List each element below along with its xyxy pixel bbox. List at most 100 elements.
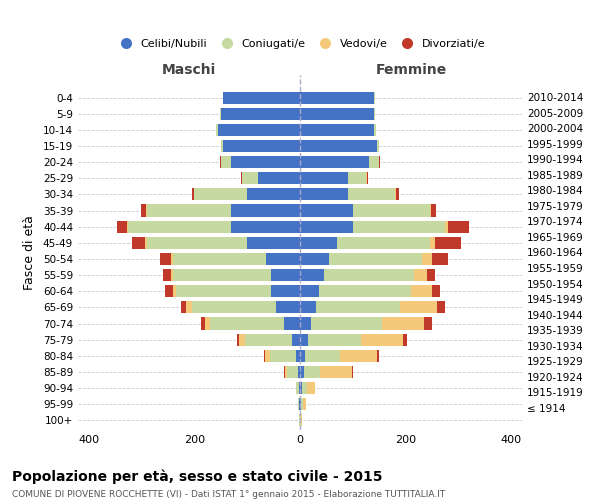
Bar (300, 350, 305, 362)
Bar (263, 350, 265, 362)
Text: Femmine: Femmine (376, 62, 446, 76)
Bar (265, 350, 270, 362)
Bar (181, 302, 187, 314)
Bar (340, 350, 377, 362)
Bar (300, 269, 324, 281)
Bar (300, 124, 374, 136)
Bar (170, 253, 173, 265)
Bar (245, 334, 292, 345)
Bar (347, 172, 366, 184)
Bar (266, 253, 300, 265)
Bar (377, 350, 379, 362)
Bar (437, 302, 445, 314)
Bar (165, 285, 173, 298)
Text: Maschi: Maschi (162, 62, 216, 76)
Bar (300, 188, 347, 200)
Bar (301, 398, 303, 410)
Bar (302, 382, 307, 394)
Bar (396, 188, 399, 200)
Bar (223, 92, 300, 104)
Bar (430, 204, 431, 216)
Bar (308, 334, 361, 345)
Bar (296, 382, 299, 394)
Bar (400, 302, 437, 314)
Bar (187, 302, 191, 314)
Bar (271, 269, 300, 281)
Bar (374, 124, 376, 136)
Bar (300, 398, 301, 410)
Y-axis label: Fasce di età: Fasce di età (23, 215, 36, 290)
Text: Popolazione per età, sesso e stato civile - 2015: Popolazione per età, sesso e stato civil… (12, 470, 383, 484)
Bar (445, 220, 448, 232)
Bar (217, 124, 218, 136)
Bar (231, 156, 300, 168)
Bar (353, 204, 430, 216)
Bar (448, 220, 469, 232)
Bar (300, 253, 329, 265)
Bar (242, 172, 258, 184)
Bar (395, 188, 396, 200)
Bar (231, 204, 300, 216)
Bar (403, 334, 407, 345)
Bar (319, 285, 411, 298)
Bar (147, 237, 247, 249)
Bar (200, 318, 205, 330)
Bar (431, 204, 436, 216)
Bar (191, 188, 194, 200)
Bar (300, 204, 353, 216)
Bar (296, 350, 300, 362)
Bar (320, 366, 352, 378)
Legend: Celibi/Nubili, Coniugati/e, Vedovi/e, Divorziati/e: Celibi/Nubili, Coniugati/e, Vedovi/e, Di… (110, 34, 490, 54)
Bar (413, 269, 427, 281)
Bar (210, 318, 284, 330)
Bar (361, 334, 403, 345)
Bar (271, 285, 300, 298)
Bar (411, 285, 432, 298)
Bar (300, 140, 377, 152)
Bar (128, 220, 231, 232)
Bar (221, 140, 223, 152)
Bar (374, 108, 375, 120)
Bar (369, 156, 379, 168)
Bar (173, 269, 271, 281)
Bar (300, 237, 337, 249)
Bar (435, 237, 461, 249)
Bar (324, 269, 413, 281)
Bar (307, 382, 315, 394)
Bar (270, 350, 296, 362)
Bar (337, 237, 430, 249)
Bar (247, 188, 300, 200)
Bar (223, 140, 300, 152)
Bar (221, 156, 231, 168)
Bar (170, 269, 173, 281)
Bar (298, 366, 300, 378)
Bar (276, 302, 300, 314)
Bar (303, 398, 306, 410)
Bar (176, 285, 271, 298)
Bar (292, 334, 300, 345)
Bar (116, 220, 127, 232)
Bar (231, 220, 300, 232)
Bar (300, 382, 302, 394)
Bar (422, 253, 432, 265)
Bar (173, 253, 266, 265)
Bar (304, 366, 320, 378)
Bar (432, 253, 448, 265)
Bar (377, 140, 379, 152)
Bar (300, 285, 319, 298)
Bar (300, 156, 369, 168)
Bar (300, 414, 301, 426)
Bar (147, 204, 231, 216)
Bar (299, 382, 300, 394)
Bar (300, 172, 347, 184)
Bar (284, 366, 287, 378)
Bar (311, 318, 382, 330)
Bar (300, 92, 374, 104)
Bar (367, 172, 368, 184)
Bar (205, 318, 210, 330)
Text: COMUNE DI PIOVENE ROCCHETTE (VI) - Dati ISTAT 1° gennaio 2015 - Elaborazione TUT: COMUNE DI PIOVENE ROCCHETTE (VI) - Dati … (12, 490, 445, 499)
Bar (220, 108, 221, 120)
Bar (247, 237, 300, 249)
Bar (127, 220, 128, 232)
Bar (298, 398, 299, 410)
